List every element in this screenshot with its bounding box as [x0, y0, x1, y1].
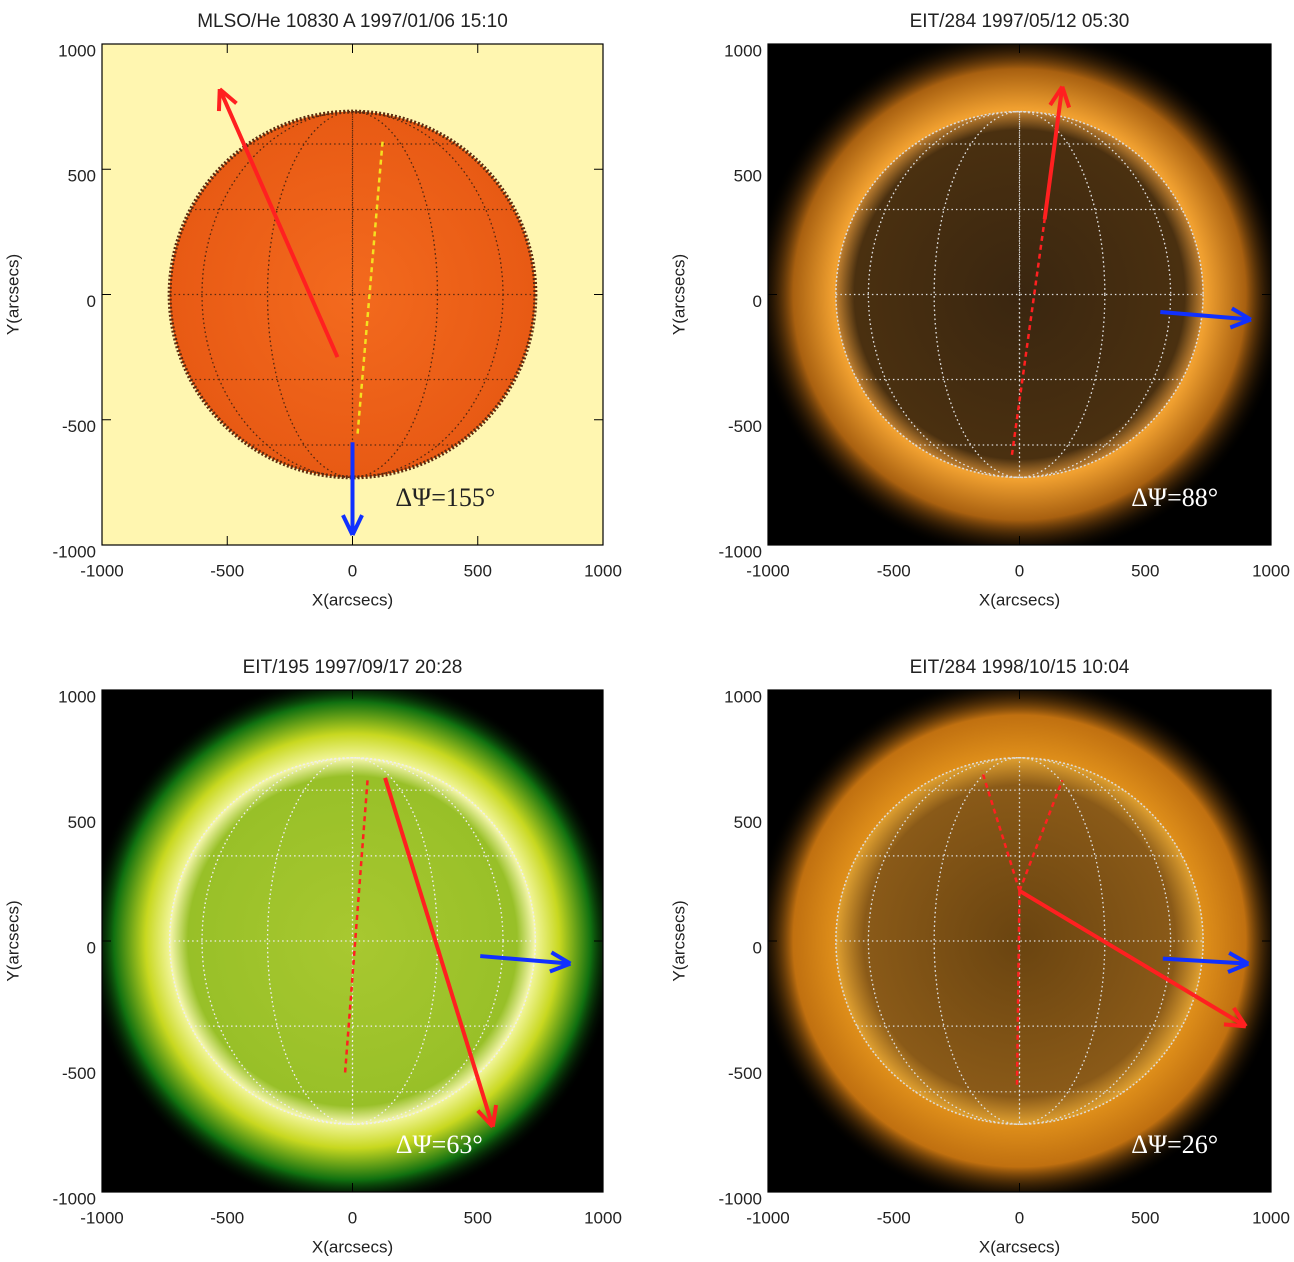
y-axis-label: Y(arcsecs)	[3, 900, 22, 981]
y-axis-label: Y(arcsecs)	[669, 900, 688, 981]
chart-title: EIT/284 1997/05/12 05:30	[910, 11, 1130, 32]
image-area	[102, 44, 603, 545]
y-tick-label: -500	[728, 1064, 762, 1083]
y-tick-label: -500	[62, 1064, 96, 1083]
x-tick-label: 0	[1015, 561, 1024, 580]
y-axis-label: Y(arcsecs)	[3, 254, 22, 335]
arrow-head	[1224, 1024, 1246, 1026]
y-tick-label: 500	[68, 167, 96, 186]
image-area	[87, 675, 617, 1206]
x-axis-label: X(arcsecs)	[979, 1237, 1060, 1256]
x-tick-label: 1000	[1252, 1208, 1290, 1227]
x-axis-label: X(arcsecs)	[312, 1237, 393, 1256]
chart-title: MLSO/He 10830 A 1997/01/06 15:10	[197, 11, 508, 32]
panel: -1000 -500 0 500 1000 -1000 -500 0 500 1000 EIT/28…	[669, 11, 1289, 609]
chart-title: EIT/195 1997/09/17 20:28	[243, 657, 463, 678]
x-tick-label: 1000	[584, 561, 622, 580]
x-tick-label: 0	[1015, 1208, 1024, 1227]
y-tick-label: -1000	[719, 1189, 762, 1208]
x-tick-label: 500	[464, 561, 492, 580]
y-tick-label: 1000	[724, 41, 762, 60]
y-tick-label: -1000	[53, 1189, 96, 1208]
panel: -1000 -500 0 500 1000 -1000 -500 0 500 1000 MLSO/H…	[3, 11, 621, 609]
panel: -1000 -500 0 500 1000 -1000 -500 0 500 1000 EIT/19…	[3, 657, 621, 1256]
y-tick-label: 0	[753, 292, 762, 311]
y-tick-label: 500	[734, 813, 762, 832]
x-axis-label: X(arcsecs)	[979, 590, 1060, 609]
y-tick-label: 1000	[58, 41, 96, 60]
image-area	[753, 675, 1285, 1206]
x-tick-label: 1000	[584, 1208, 622, 1227]
x-tick-label: -1000	[80, 1208, 123, 1227]
y-tick-label: -500	[62, 417, 96, 436]
annotation: ΔΨ=155°	[395, 483, 495, 512]
x-tick-label: 1000	[1252, 561, 1290, 580]
y-tick-label: 0	[87, 938, 96, 957]
chart-title: EIT/284 1998/10/15 10:04	[910, 657, 1130, 678]
annotation: ΔΨ=88°	[1131, 483, 1218, 512]
x-tick-label: -500	[877, 561, 911, 580]
y-tick-label: -500	[728, 417, 762, 436]
x-tick-label: -1000	[746, 1208, 789, 1227]
x-tick-label: -500	[210, 1208, 244, 1227]
annotation: ΔΨ=26°	[1131, 1130, 1218, 1159]
image-area	[753, 29, 1285, 559]
y-tick-label: -1000	[719, 542, 762, 561]
y-tick-label: 1000	[724, 687, 762, 706]
y-axis-label: Y(arcsecs)	[669, 254, 688, 335]
x-axis-label: X(arcsecs)	[312, 590, 393, 609]
x-tick-label: 500	[1131, 1208, 1159, 1227]
x-tick-label: 500	[1131, 561, 1159, 580]
x-tick-label: 0	[348, 561, 357, 580]
annotation: ΔΨ=63°	[396, 1130, 483, 1159]
x-tick-label: 500	[464, 1208, 492, 1227]
x-tick-label: -1000	[80, 561, 123, 580]
y-tick-label: 1000	[58, 687, 96, 706]
arrow-head	[219, 89, 220, 111]
y-tick-label: 0	[87, 292, 96, 311]
x-tick-label: -500	[210, 561, 244, 580]
x-tick-label: -1000	[746, 561, 789, 580]
y-tick-label: 500	[734, 167, 762, 186]
y-tick-label: 0	[753, 938, 762, 957]
y-tick-label: -1000	[53, 542, 96, 561]
y-tick-label: 500	[68, 813, 96, 832]
x-tick-label: 0	[348, 1208, 357, 1227]
panel: -1000 -500 0 500 1000 -1000 -500 0 500 1000 EIT/28…	[669, 657, 1289, 1256]
x-tick-label: -500	[877, 1208, 911, 1227]
